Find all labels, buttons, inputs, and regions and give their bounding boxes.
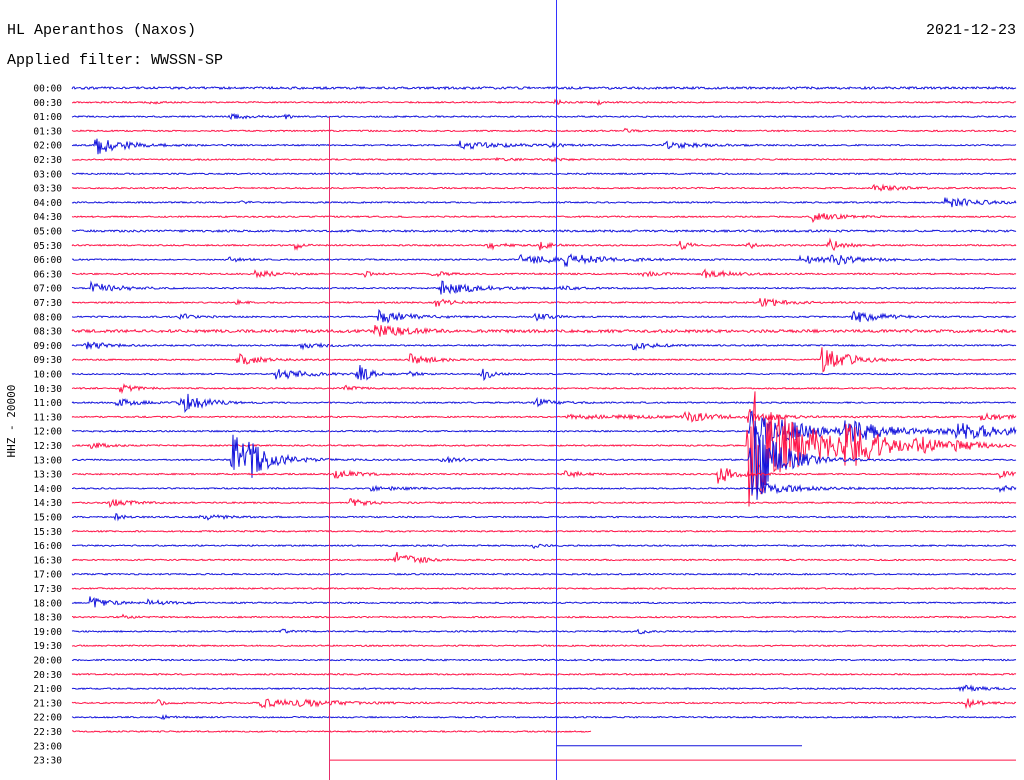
time-label: 04:30 <box>33 212 62 223</box>
seismic-trace-0100 <box>71 112 1017 120</box>
time-label: 15:30 <box>33 527 62 538</box>
seismic-trace-0700 <box>71 280 1017 295</box>
time-label: 14:30 <box>33 498 62 509</box>
time-label: 17:00 <box>33 570 62 581</box>
time-label: 20:00 <box>33 656 62 667</box>
seismic-trace-1900 <box>71 628 1017 635</box>
seismic-trace-1130 <box>71 409 1017 423</box>
seismic-trace-0900 <box>71 341 1017 352</box>
seismic-trace-0200 <box>71 138 1017 155</box>
time-label: 00:00 <box>33 84 62 95</box>
time-label: 07:00 <box>33 284 62 295</box>
seismic-trace-1830 <box>71 613 1017 619</box>
station-title: HL Aperanthos (Naxos) <box>7 22 197 39</box>
time-label: 09:30 <box>33 355 62 366</box>
time-label: 23:30 <box>33 756 62 767</box>
seismic-trace-1200 <box>71 410 1017 449</box>
time-label: 02:00 <box>33 141 62 152</box>
time-label: 23:00 <box>33 741 62 752</box>
seismic-trace-0800 <box>71 308 1017 324</box>
seismic-trace-1500 <box>71 513 1017 522</box>
time-label: 03:30 <box>33 184 62 195</box>
time-label: 09:00 <box>33 341 62 352</box>
time-label: 03:00 <box>33 169 62 180</box>
seismic-trace-0530 <box>71 237 1017 251</box>
time-label: 12:30 <box>33 441 62 452</box>
seismic-trace-2130 <box>71 698 1017 710</box>
seismic-trace-0000 <box>71 85 1017 91</box>
seismic-trace-1730 <box>71 586 1017 591</box>
time-label: 16:30 <box>33 555 62 566</box>
time-label: 06:30 <box>33 269 62 280</box>
time-label: 12:00 <box>33 427 62 438</box>
time-label: 08:00 <box>33 312 62 323</box>
time-label: 01:00 <box>33 112 62 123</box>
seismic-trace-2200 <box>71 714 1017 721</box>
seismic-trace-1430 <box>71 498 1017 509</box>
time-label: 11:00 <box>33 398 62 409</box>
seismic-trace-1000 <box>71 364 1017 382</box>
time-label: 22:30 <box>33 727 62 738</box>
seismic-trace-1100 <box>71 393 1017 413</box>
filter-label: Applied filter: WWSSN-SP <box>7 52 224 69</box>
seismic-trace-0230 <box>71 156 1017 164</box>
time-label: 01:30 <box>33 126 62 137</box>
time-label: 06:00 <box>33 255 62 266</box>
seismic-trace-0430 <box>71 213 1016 223</box>
time-label: 20:30 <box>33 670 62 681</box>
time-label: 04:00 <box>33 198 62 209</box>
seismic-trace-2000 <box>71 658 1017 662</box>
time-label: 08:30 <box>33 327 62 338</box>
seismic-trace-1300 <box>71 420 1017 500</box>
seismic-trace-0630 <box>71 268 1017 279</box>
time-label: 13:00 <box>33 455 62 466</box>
time-label: 10:30 <box>33 384 62 395</box>
seismic-trace-1030 <box>71 383 1017 395</box>
time-label: 07:30 <box>33 298 62 309</box>
time-label: 21:30 <box>33 698 62 709</box>
seismic-trace-2230 <box>71 730 592 733</box>
time-label: 21:00 <box>33 684 62 695</box>
seismic-trace-0600 <box>71 253 1017 268</box>
time-label: 02:30 <box>33 155 62 166</box>
time-label: 15:00 <box>33 513 62 524</box>
time-label: 18:30 <box>33 613 62 624</box>
time-label: 05:00 <box>33 227 62 238</box>
seismic-trace-1530 <box>71 529 1017 533</box>
time-label: 19:30 <box>33 641 62 652</box>
time-label: 13:30 <box>33 470 62 481</box>
seismic-trace-1600 <box>71 543 1017 549</box>
seismic-trace-0330 <box>71 183 1017 192</box>
time-label: 16:00 <box>33 541 62 552</box>
seismic-trace-0300 <box>71 172 1017 176</box>
seismic-trace-1330 <box>71 468 1017 484</box>
seismic-trace-0830 <box>71 324 1017 337</box>
seismic-trace-2030 <box>71 672 1017 676</box>
time-label: 18:00 <box>33 598 62 609</box>
seismic-trace-0500 <box>71 229 1017 233</box>
time-label: 19:00 <box>33 627 62 638</box>
time-label: 11:30 <box>33 412 62 423</box>
time-label: 17:30 <box>33 584 62 595</box>
seismic-trace-1630 <box>71 551 1017 565</box>
seismic-trace-0030 <box>71 98 1017 107</box>
time-label: 10:00 <box>33 370 62 381</box>
seismic-trace-0730 <box>71 297 1017 308</box>
time-label: 05:30 <box>33 241 62 252</box>
time-label: 14:00 <box>33 484 62 495</box>
seismic-trace-0930 <box>71 347 1017 373</box>
time-label: 00:30 <box>33 98 62 109</box>
seismic-trace-1230 <box>71 391 1017 507</box>
seismic-trace-1800 <box>71 596 1017 608</box>
seismic-trace-0130 <box>71 127 1017 133</box>
time-label: 22:00 <box>33 713 62 724</box>
seismic-trace-0400 <box>71 197 1017 208</box>
seismic-trace-2100 <box>71 684 1017 693</box>
seismic-trace-1400 <box>71 481 1017 495</box>
seismic-trace-1930 <box>71 644 1017 648</box>
seismic-trace-1700 <box>71 572 1017 576</box>
plot-date: 2021-12-23 <box>925 22 1016 39</box>
